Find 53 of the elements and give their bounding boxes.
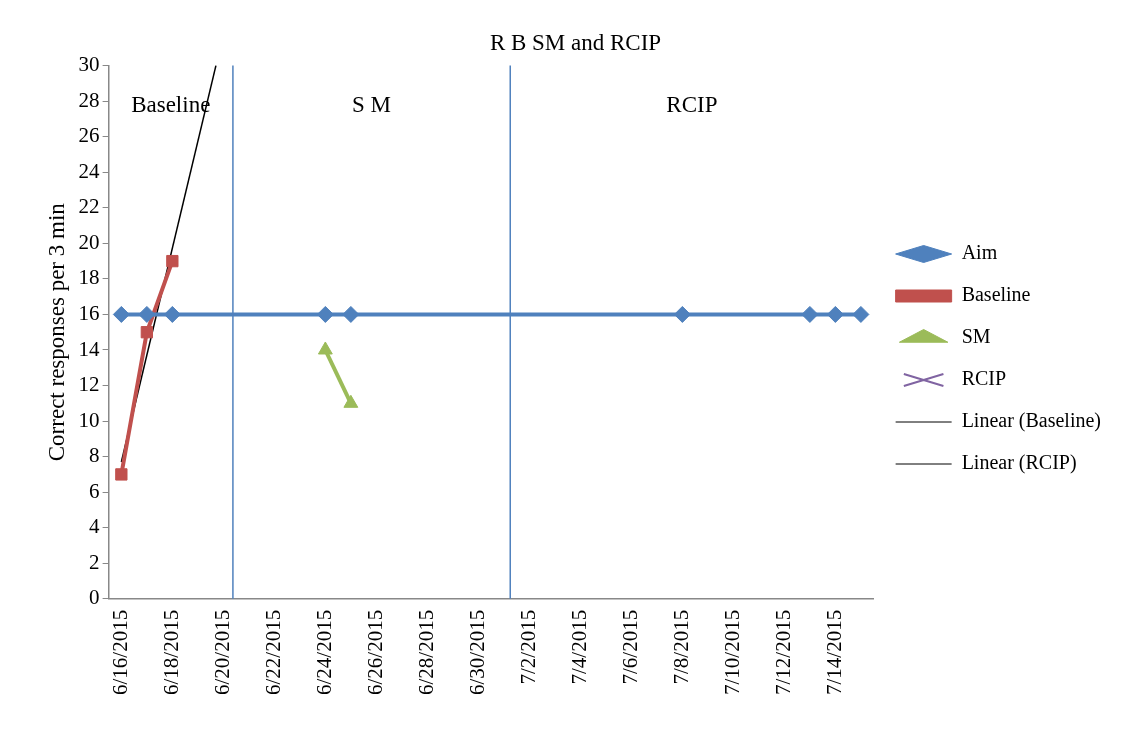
y-tick-label: 22 <box>78 194 100 219</box>
point <box>342 305 360 323</box>
point <box>140 326 154 339</box>
chart-title: R B SM and RCIP <box>489 29 662 55</box>
x-tick-label: 7/12/2015 <box>770 609 795 695</box>
legend-label: RCIP <box>961 367 1007 390</box>
y-tick-label: 8 <box>89 443 100 468</box>
point <box>316 305 334 323</box>
y-tick-label: 10 <box>78 407 100 432</box>
x-tick-label: 6/20/2015 <box>209 609 234 695</box>
y-tick-label: 12 <box>78 372 100 397</box>
x-tick-label: 7/2/2015 <box>515 609 540 685</box>
point <box>673 305 691 323</box>
annotation: S M <box>352 91 392 117</box>
x-tick-label: 7/14/2015 <box>821 609 846 695</box>
legend-label: SM <box>961 325 991 348</box>
legend-label: Baseline <box>961 283 1031 306</box>
y-tick-label: 18 <box>78 265 100 290</box>
annotation: RCIP <box>666 91 718 117</box>
y-tick-label: 26 <box>78 123 100 148</box>
x-tick-label: 6/24/2015 <box>311 609 336 695</box>
x-tick-label: 6/30/2015 <box>464 609 489 695</box>
y-tick-label: 30 <box>78 52 100 77</box>
legend-label: Aim <box>961 241 998 264</box>
y-tick-label: 16 <box>78 300 100 325</box>
x-tick-label: 7/10/2015 <box>719 609 744 695</box>
x-tick-label: 6/18/2015 <box>158 609 183 695</box>
x-tick-label: 6/28/2015 <box>413 609 438 695</box>
y-tick-label: 14 <box>78 336 101 361</box>
legend-label: Linear (RCIP) <box>961 451 1077 475</box>
point <box>112 305 130 323</box>
x-tick-label: 7/8/2015 <box>668 609 693 685</box>
x-tick-label: 7/4/2015 <box>566 609 591 685</box>
point <box>115 468 128 481</box>
point <box>801 305 819 323</box>
point <box>166 254 179 268</box>
x-tick-label: 7/6/2015 <box>617 609 642 685</box>
x-tick-label: 6/22/2015 <box>260 609 285 695</box>
legend-label: Linear (Baseline) <box>961 409 1101 433</box>
y-tick-label: 2 <box>89 549 100 574</box>
y-tick-label: 24 <box>78 158 101 183</box>
y-tick-label: 20 <box>78 229 100 254</box>
y-tick-label: 28 <box>78 87 100 112</box>
point <box>826 305 844 323</box>
x-tick-label: 6/26/2015 <box>362 609 387 695</box>
point <box>138 305 156 323</box>
y-axis-title: Correct responses per 3 min <box>43 202 69 462</box>
x-tick-label: 6/16/2015 <box>107 609 132 695</box>
point <box>852 305 870 323</box>
y-tick-label: 4 <box>89 514 101 539</box>
y-tick-label: 6 <box>89 478 100 503</box>
y-tick-label: 0 <box>89 585 100 610</box>
point <box>163 305 181 323</box>
